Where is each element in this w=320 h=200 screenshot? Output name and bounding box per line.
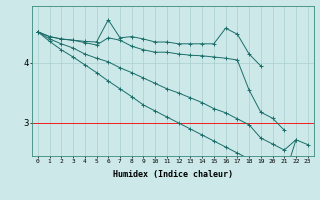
X-axis label: Humidex (Indice chaleur): Humidex (Indice chaleur) xyxy=(113,170,233,179)
